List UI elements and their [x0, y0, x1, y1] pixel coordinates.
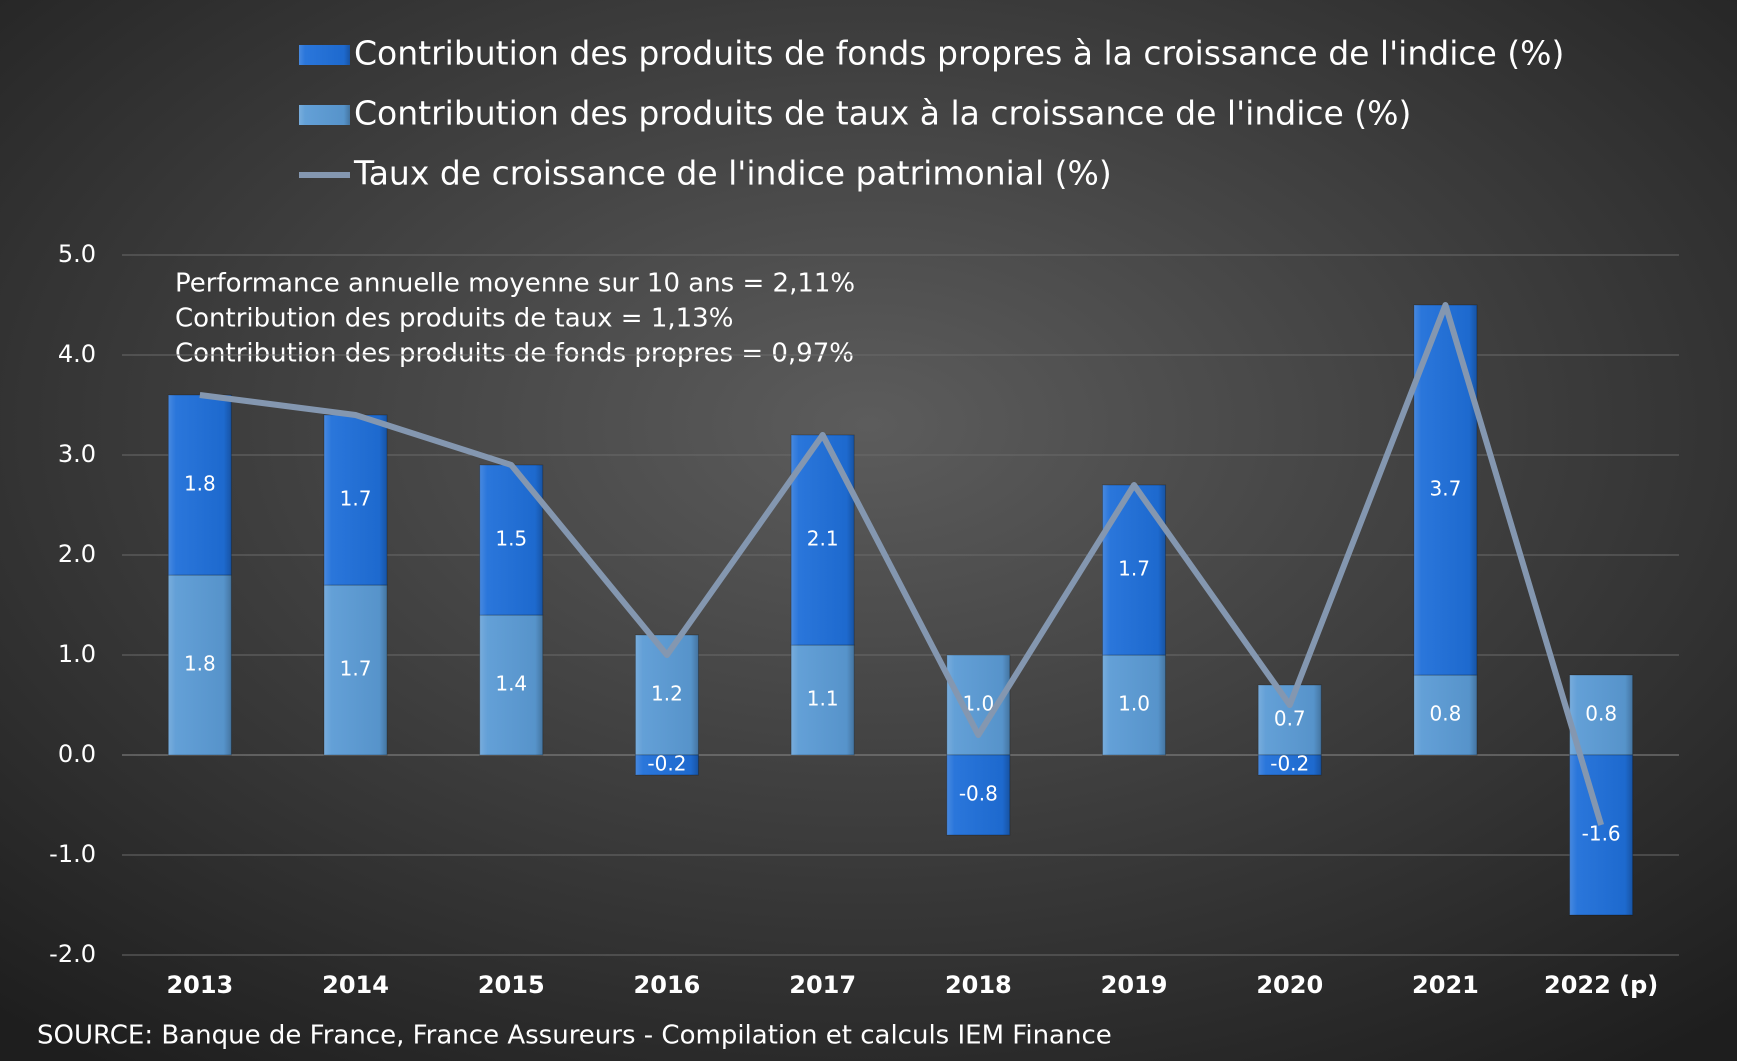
y-tick-label: 0.0	[58, 740, 96, 768]
data-label: 0.7	[1274, 707, 1306, 731]
bar-shine	[1258, 755, 1322, 775]
bar-shine	[1569, 755, 1633, 915]
y-tick-label: 3.0	[58, 440, 96, 468]
y-tick-label: -1.0	[49, 840, 96, 868]
x-tick-label: 2021	[1412, 971, 1479, 999]
data-label: 1.5	[495, 527, 527, 551]
data-label: -1.6	[1582, 822, 1621, 846]
x-tick-label: 2017	[789, 971, 856, 999]
bar-shine	[1102, 655, 1166, 755]
x-tick-label: 2022 (p)	[1544, 971, 1658, 999]
legend-label: Contribution des produits de fonds propr…	[354, 34, 1564, 73]
bar-shine	[324, 585, 388, 755]
annotation: Contribution des produits de fonds propr…	[175, 339, 854, 369]
y-tick-label: 1.0	[58, 640, 96, 668]
data-label: 0.8	[1430, 702, 1462, 726]
bar-shine	[1413, 675, 1477, 755]
source: SOURCE: Banque de France, France Assureu…	[37, 1021, 1112, 1051]
x-tick-label: 2020	[1256, 971, 1323, 999]
bar-shine	[479, 615, 543, 755]
legend-swatch-shine	[299, 105, 350, 125]
line	[199, 302, 1605, 826]
bar-shine	[946, 755, 1010, 835]
bar-shine	[635, 755, 699, 775]
legend-swatch-shine	[299, 45, 350, 65]
bar-shine	[168, 575, 232, 755]
data-label: 2.1	[807, 527, 839, 551]
x-tick-label: 2013	[166, 971, 233, 999]
x-tick-label: 2016	[634, 971, 701, 999]
data-label: 1.7	[1118, 557, 1150, 581]
data-label: 1.7	[340, 657, 372, 681]
x-tick-label: 2019	[1101, 971, 1168, 999]
x-tick-label: 2014	[322, 971, 389, 999]
annotation: Performance annuelle moyenne sur 10 ans …	[175, 269, 855, 299]
y-tick-label: -2.0	[49, 940, 96, 968]
bar-shine	[791, 645, 855, 755]
data-label: 1.1	[807, 687, 839, 711]
data-label: -0.2	[1270, 752, 1309, 776]
legend-label: Taux de croissance de l'indice patrimoni…	[353, 154, 1112, 193]
data-label: 1.8	[184, 472, 216, 496]
bar-shine	[324, 415, 388, 585]
data-label: 1.4	[495, 672, 527, 696]
bar-shine	[1569, 675, 1633, 755]
y-tick-label: 5.0	[58, 240, 96, 268]
data-label: 3.7	[1430, 477, 1462, 501]
bar-shine	[168, 395, 232, 575]
y-tick-label: 4.0	[58, 340, 96, 368]
data-label: 1.2	[651, 682, 683, 706]
data-label: -0.8	[959, 782, 998, 806]
data-label: 0.8	[1585, 702, 1617, 726]
data-label: -0.2	[647, 752, 686, 776]
legend-label: Contribution des produits de taux à la c…	[354, 94, 1411, 133]
annotation: Contribution des produits de taux = 1,13…	[175, 304, 733, 334]
data-label: 1.7	[340, 487, 372, 511]
bar-shine	[1258, 685, 1322, 755]
x-tick-label: 2015	[478, 971, 545, 999]
x-tick-label: 2018	[945, 971, 1012, 999]
y-tick-label: 2.0	[58, 540, 96, 568]
legend: Contribution des produits de fonds propr…	[299, 34, 1564, 193]
data-label: 1.0	[1118, 692, 1150, 716]
data-label: 1.8	[184, 652, 216, 676]
